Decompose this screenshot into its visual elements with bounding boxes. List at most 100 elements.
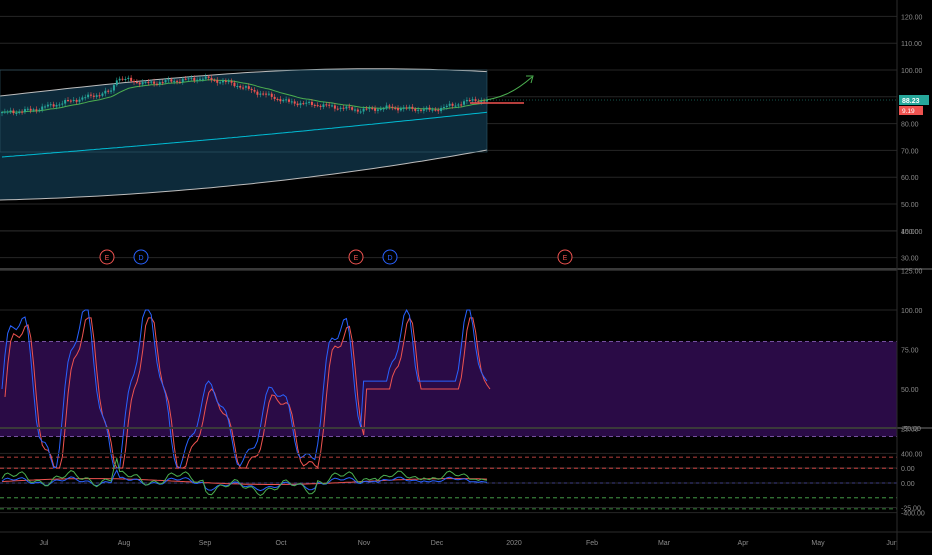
axis-tick-label: 100.00 (901, 308, 923, 315)
cci-axis[interactable]: -50.00 400.00 0.00 -400.00 (901, 426, 925, 518)
candle-body (29, 108, 32, 111)
candle-body (9, 110, 12, 112)
candle-body (253, 90, 256, 92)
arrow-head-icon (526, 75, 534, 84)
axis-tick-label: 100.00 (901, 68, 923, 75)
candle-body (219, 82, 222, 84)
candle-body (282, 99, 285, 102)
projection-arrow[interactable] (477, 76, 533, 102)
candle-body (190, 77, 193, 79)
axis-tick-label: 70.00 (901, 148, 919, 155)
candle-body (279, 99, 282, 102)
candle-body (328, 104, 331, 106)
candle-body (425, 107, 428, 110)
candle-body (422, 109, 425, 111)
candle-body (411, 106, 414, 109)
candle-body (89, 94, 92, 96)
event-label: E (105, 255, 110, 262)
stochastic-pane[interactable]: 150.00 125.00 100.00 75.00 50.00 25.00 0.00 -25… (0, 229, 923, 513)
dividend-event-icon[interactable] (382, 249, 398, 265)
cci-pane[interactable]: -50.00 400.00 0.00 -400.00 (0, 426, 925, 518)
candle-body (67, 100, 70, 102)
time-tick-label: Jun (886, 540, 897, 547)
candle-body (431, 109, 434, 111)
dividend-event-icon[interactable] (133, 249, 149, 265)
candle-body (247, 86, 250, 89)
candle-body (442, 107, 445, 109)
candle-body (184, 78, 187, 80)
candle-body (144, 81, 147, 83)
candle-body (322, 104, 325, 107)
time-tick-label: Sep (199, 540, 212, 547)
candle-body (104, 90, 107, 94)
candle-body (463, 101, 466, 105)
time-tick-label: Nov (358, 540, 371, 547)
time-tick-label: Dec (431, 540, 444, 547)
candle-body (382, 108, 385, 110)
candle-body (460, 104, 463, 106)
cci-levels (0, 456, 897, 510)
candle-body (259, 93, 262, 95)
candle-body (130, 77, 133, 81)
candle-body (486, 100, 488, 102)
candle-body (233, 82, 236, 87)
candle-body (405, 107, 408, 109)
candle-body (49, 104, 52, 106)
earnings-event-icon[interactable] (99, 249, 115, 265)
candle-body (107, 90, 110, 92)
candle-body (173, 80, 176, 82)
candle-body (221, 80, 224, 83)
candle-body (141, 82, 144, 85)
candle-body (474, 99, 477, 101)
axis-tick-label: 50.00 (901, 387, 919, 394)
axis-tick-label: 125.00 (901, 269, 923, 276)
candle-body (299, 103, 302, 106)
candle-body (216, 80, 219, 83)
candle-body (147, 81, 150, 83)
stochastic-axis[interactable]: 150.00 125.00 100.00 75.00 50.00 25.00 0.00 -25… (901, 229, 923, 513)
candle-body (417, 109, 420, 111)
candle-body (3, 111, 6, 113)
candle-body (345, 106, 348, 109)
candle-body (468, 99, 471, 101)
time-axis[interactable]: Jul Aug Sep Oct Nov Dec 2020 Feb Mar Apr May Jun (40, 540, 898, 547)
candle-body (368, 108, 371, 110)
earnings-event-icon[interactable] (348, 249, 364, 265)
candle-body (293, 101, 296, 104)
candle-body (118, 78, 121, 81)
candle-body (448, 103, 451, 106)
candle-body (454, 105, 457, 107)
candle-body (81, 97, 84, 100)
candle-body (1, 112, 3, 114)
candle-body (98, 95, 101, 97)
time-tick-label: Feb (586, 540, 598, 547)
candle-body (471, 99, 474, 101)
candle-body (356, 109, 359, 112)
axis-tick-label: 80.00 (901, 122, 919, 129)
time-tick-label: Apr (738, 540, 750, 547)
candle-body (199, 78, 202, 80)
candle-body (26, 108, 29, 110)
candle-body (319, 105, 322, 107)
candle-body (339, 107, 342, 109)
earnings-event-icon[interactable] (557, 249, 573, 265)
candle-body (362, 108, 365, 112)
candle-body (61, 103, 64, 105)
change-value: 9.19 (902, 108, 915, 115)
candle-body (204, 76, 207, 79)
axis-tick-label: -400.00 (901, 511, 925, 518)
event-label: D (387, 255, 392, 262)
axis-tick-label: 30.00 (901, 256, 919, 263)
candle-body (428, 107, 431, 110)
channel-box (0, 69, 488, 153)
candle-body (250, 88, 253, 91)
candle-body (302, 103, 305, 105)
candle-body (15, 113, 18, 115)
candle-body (388, 105, 391, 107)
event-label: D (138, 255, 143, 262)
candle-body (87, 94, 90, 98)
stochastic-k-line (1, 308, 488, 469)
